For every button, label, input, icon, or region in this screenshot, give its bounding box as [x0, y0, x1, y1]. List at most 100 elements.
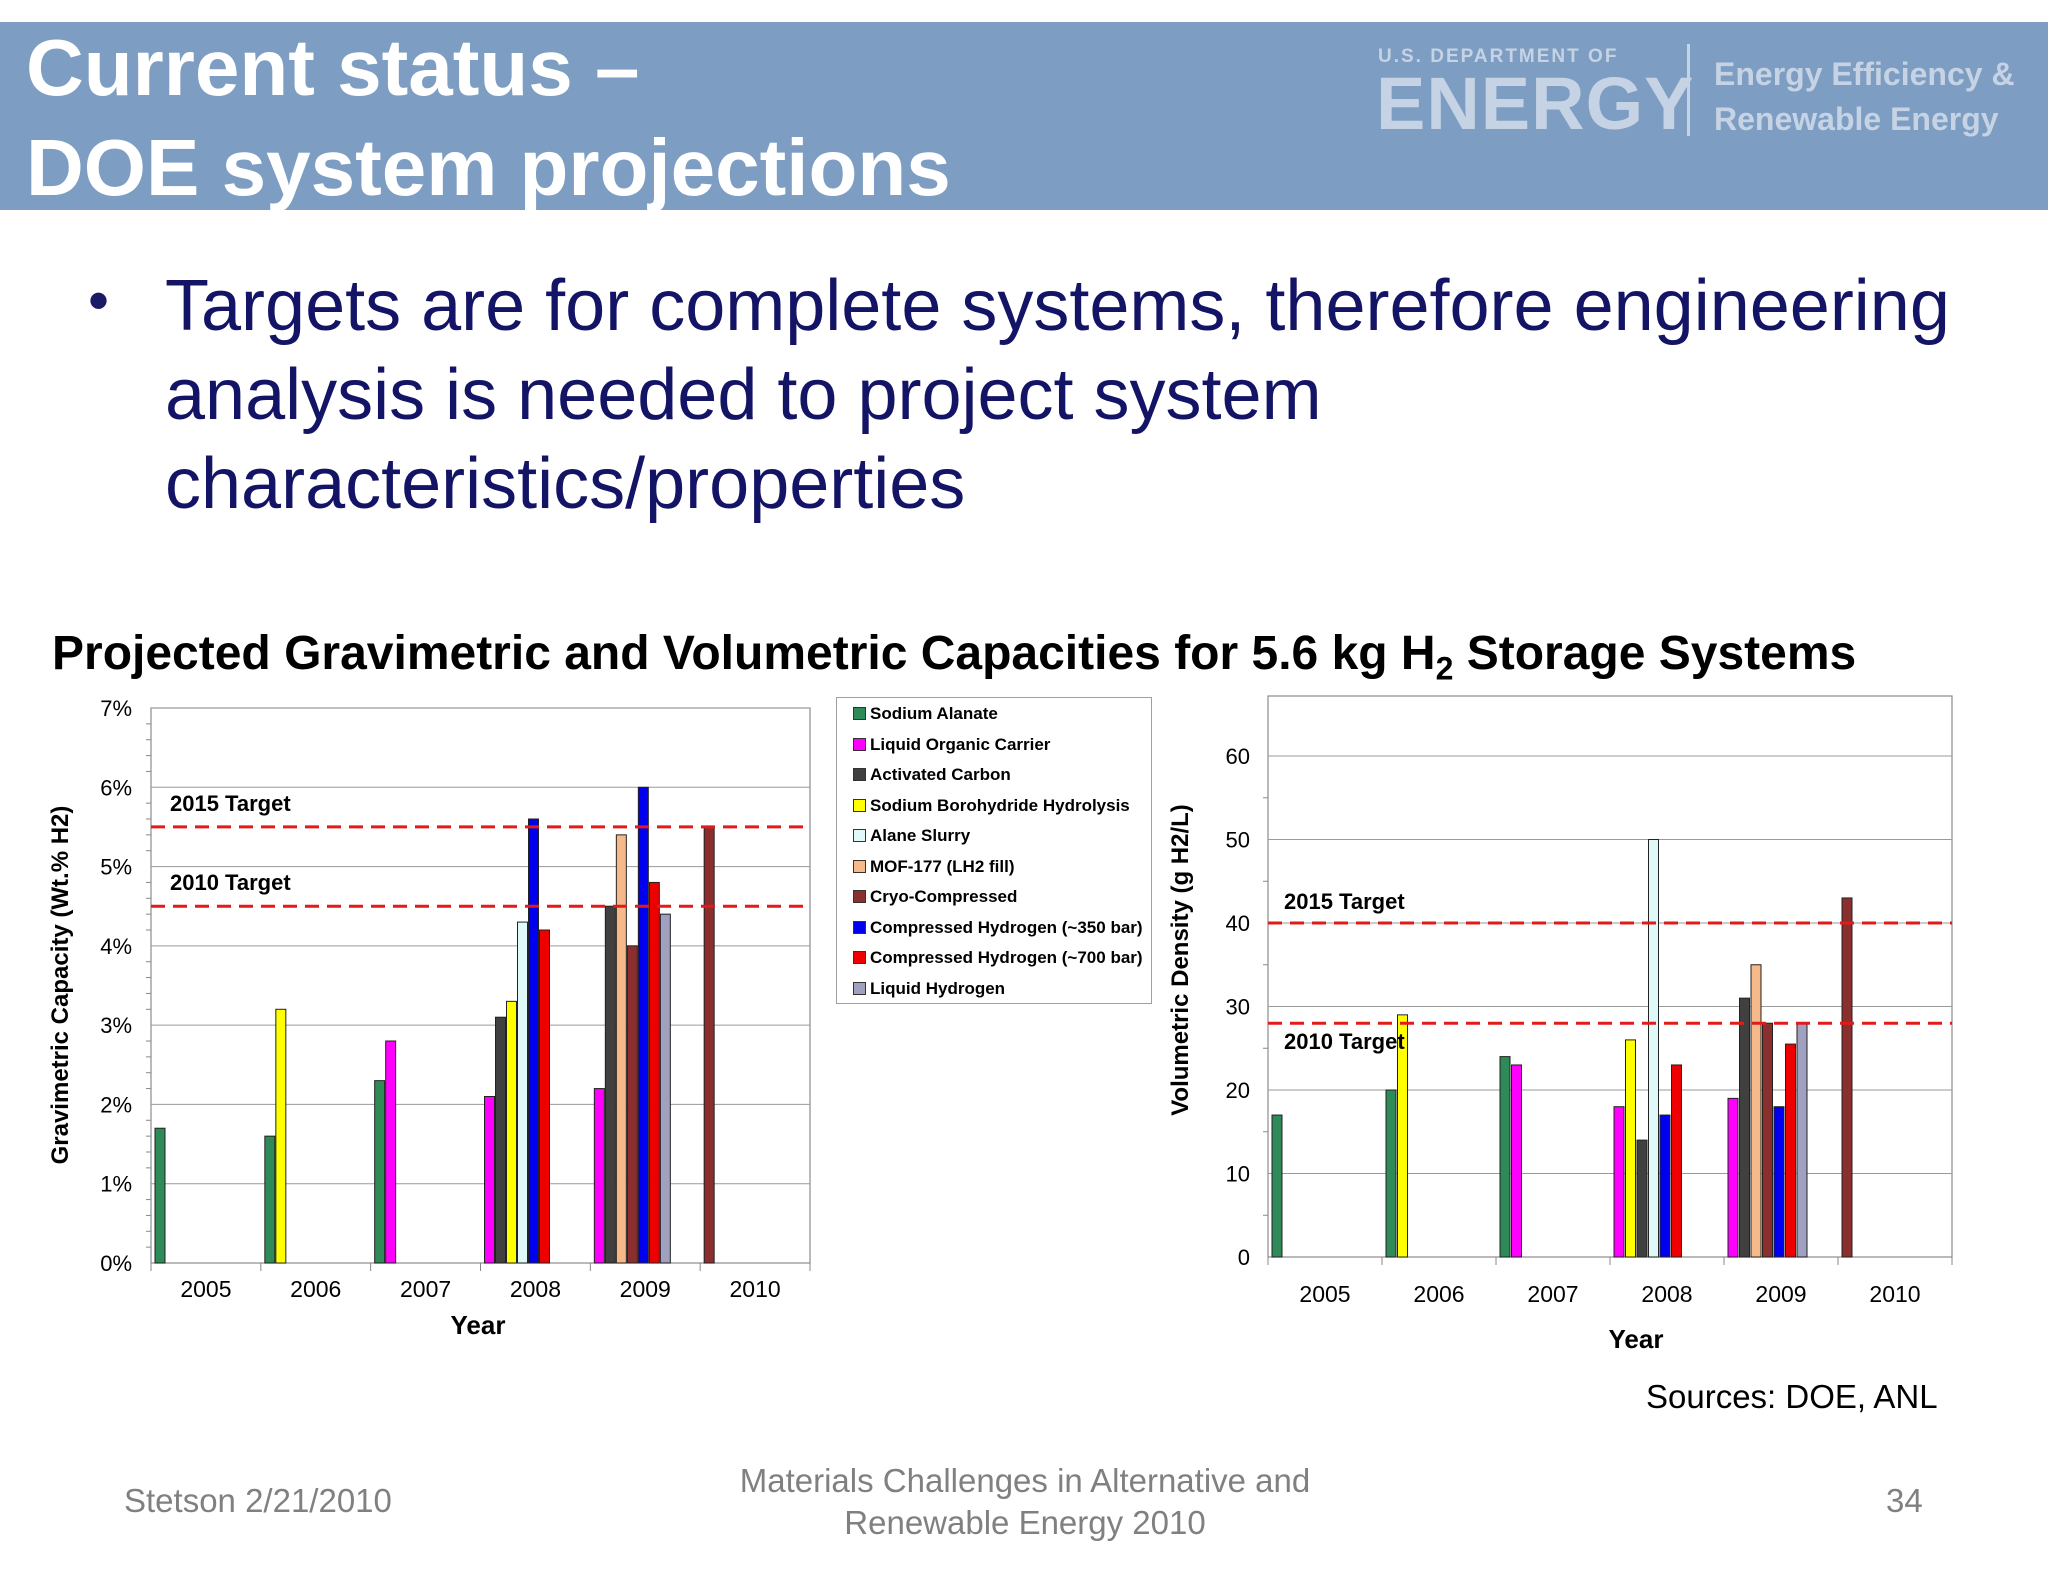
legend-item: MOF-177 (LH2 fill): [853, 857, 1015, 879]
legend-label: Liquid Hydrogen: [870, 978, 1006, 998]
target-label: 2015 Target: [1284, 889, 1405, 914]
bar-sodium-alanate-2007: [374, 1080, 386, 1264]
doe-logo-energy-text: ENERGY: [1376, 62, 1695, 145]
bar-sodium-alanate-2006: [1385, 1089, 1397, 1258]
x-tick-label: 2006: [290, 1276, 341, 1302]
bar-alane-slurry-2008: [517, 921, 528, 1264]
legend-swatch: [853, 737, 866, 751]
legend-swatch: [853, 920, 866, 934]
bar-liquid-organic-carrier-2008: [1613, 1106, 1625, 1258]
legend-item: Sodium Alanate: [853, 704, 998, 726]
bar-compressed-hydrogen-350-bar--2009: [1773, 1106, 1785, 1258]
target-label: 2010 Target: [170, 870, 291, 895]
chart-section-title: Projected Gravimetric and Volumetric Cap…: [52, 626, 1856, 688]
section-title-part2: Storage Systems: [1453, 627, 1857, 680]
bar-sodium-alanate-2006: [264, 1135, 276, 1264]
slide-title: Current status – DOE system projections: [26, 18, 951, 218]
bar-compressed-hydrogen-350-bar--2008: [1659, 1114, 1671, 1258]
bar-cryo-compressed-2010: [703, 826, 715, 1264]
bar-compressed-hydrogen-350-bar--2008: [528, 818, 539, 1264]
bar-compressed-hydrogen-700-bar--2008: [1671, 1064, 1682, 1258]
legend-item: Sodium Borohydride Hydrolysis: [853, 796, 1130, 818]
doe-logo-divider: [1687, 44, 1690, 136]
bullet-icon: •: [88, 267, 110, 334]
legend-swatch: [853, 768, 866, 781]
x-tick-label: 2010: [1869, 1281, 1920, 1307]
target-label: 2010 Target: [1284, 1029, 1405, 1054]
bar-sodium-borohydride-hydrolysis-2008: [506, 1000, 517, 1264]
x-axis-title: Year: [1609, 1324, 1664, 1354]
y-tick-label: 60: [1226, 744, 1250, 769]
bar-activated-carbon-2008: [1636, 1139, 1648, 1258]
y-tick-label: 2%: [100, 1092, 132, 1117]
bar-liquid-organic-carrier-2007: [385, 1040, 397, 1264]
bar-compressed-hydrogen-700-bar--2009: [648, 881, 660, 1264]
y-tick-label: 50: [1226, 828, 1250, 853]
bar-sodium-alanate-2007: [1499, 1056, 1511, 1258]
legend-swatch: [853, 798, 866, 812]
legend-item: Cryo-Compressed: [853, 887, 1017, 909]
sources-text: Sources: DOE, ANL: [1646, 1378, 1938, 1415]
bar-activated-carbon-2008: [495, 1016, 506, 1264]
legend-swatch: [853, 890, 866, 903]
footer-conference-line2: Renewable Energy 2010: [844, 1504, 1206, 1541]
x-tick-label: 2010: [729, 1276, 780, 1302]
legend-label: Cryo-Compressed: [870, 887, 1018, 906]
legend-swatch: [853, 951, 866, 964]
bar-sodium-borohydride-hydrolysis-2008: [1625, 1039, 1636, 1258]
legend-swatch: [853, 829, 866, 842]
legend-label: Activated Carbon: [870, 765, 1011, 784]
eere-text: Energy Efficiency & Renewable Energy: [1714, 52, 2015, 142]
legend-label: Liquid Organic Carrier: [870, 734, 1051, 754]
y-tick-label: 4%: [100, 934, 132, 959]
bar-mof-177-lh2-fill--2009: [1750, 964, 1762, 1258]
bar-activated-carbon-2009: [1739, 997, 1750, 1258]
legend-item: Liquid Hydrogen: [853, 979, 1005, 1001]
bar-cryo-compressed-2009: [1762, 1022, 1773, 1258]
section-title-subscript: 2: [1435, 650, 1454, 687]
x-tick-label: 2008: [510, 1276, 561, 1302]
bar-liquid-organic-carrier-2008: [484, 1096, 495, 1264]
bar-liquid-hydrogen-2009: [659, 913, 671, 1264]
y-tick-label: 30: [1226, 995, 1250, 1020]
bar-activated-carbon-2009: [604, 905, 616, 1264]
x-tick-label: 2005: [1299, 1281, 1350, 1307]
x-axis-title: Year: [451, 1310, 506, 1340]
y-axis-title: Gravimetric Capacity (Wt.% H2): [47, 806, 74, 1165]
section-title-part1: Projected Gravimetric and Volumetric Cap…: [52, 627, 1436, 680]
slide-title-line2: DOE system projections: [26, 123, 951, 212]
y-tick-label: 20: [1226, 1078, 1250, 1103]
legend-swatch: [853, 859, 866, 873]
legend-label: Sodium Borohydride Hydrolysis: [870, 795, 1130, 815]
y-tick-label: 0: [1238, 1245, 1250, 1270]
legend-label: Sodium Alanate: [870, 704, 998, 723]
y-tick-label: 5%: [100, 855, 132, 880]
legend-label: Alane Slurry: [870, 826, 971, 845]
legend-item: Activated Carbon: [853, 765, 1011, 787]
y-tick-label: 0%: [100, 1251, 132, 1276]
y-tick-label: 10: [1226, 1162, 1250, 1187]
bar-sodium-borohydride-hydrolysis-2006: [275, 1008, 287, 1264]
y-tick-label: 40: [1226, 911, 1250, 936]
x-tick-label: 2009: [620, 1276, 671, 1302]
bar-compressed-hydrogen-700-bar--2008: [539, 929, 550, 1264]
footer-conference: Materials Challenges in Alternative and …: [700, 1460, 1350, 1544]
doe-logo-small-text: U.S. DEPARTMENT OF: [1378, 46, 1619, 67]
legend-item: Compressed Hydrogen (~350 bar): [853, 918, 1143, 940]
legend-item: Alane Slurry: [853, 826, 970, 848]
bar-sodium-alanate-2005: [154, 1127, 166, 1264]
chart-legend: Sodium Alanate Liquid Organic Carrier Acti…: [836, 697, 1152, 1004]
bar-liquid-organic-carrier-2007: [1511, 1064, 1522, 1258]
legend-label: MOF-177 (LH2 fill): [870, 856, 1015, 876]
bullet-text: Targets are for complete systems, theref…: [165, 266, 1950, 524]
y-axis-title: Volumetric Density (g H2/L): [1167, 804, 1194, 1116]
footer-page-number: 34: [1886, 1482, 1923, 1519]
bar-cryo-compressed-2009: [626, 945, 638, 1264]
legend-swatch: [853, 707, 866, 720]
y-tick-label: 7%: [100, 696, 132, 721]
x-tick-label: 2009: [1755, 1281, 1806, 1307]
y-tick-label: 3%: [100, 1013, 132, 1038]
eere-line1: Energy Efficiency &: [1714, 56, 2015, 92]
bar-sodium-borohydride-hydrolysis-2006: [1397, 1014, 1408, 1258]
